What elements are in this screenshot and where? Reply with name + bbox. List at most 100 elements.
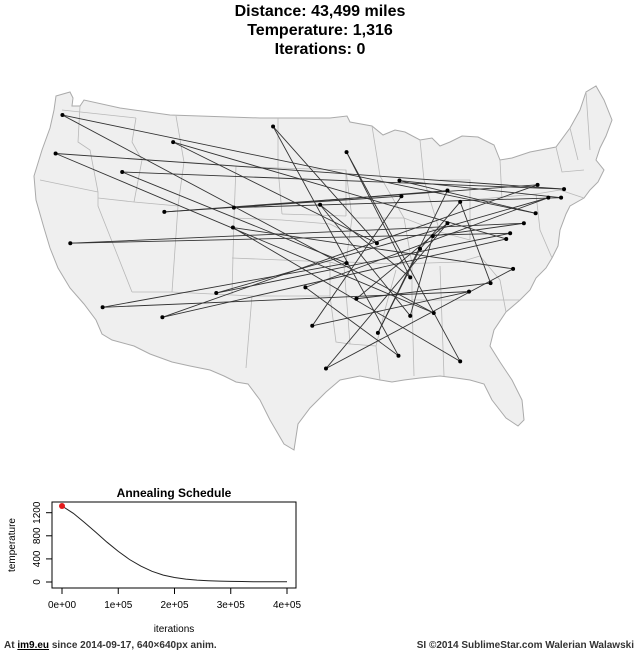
route-segment (356, 282, 491, 300)
route-segment (102, 291, 470, 308)
route-segment (172, 141, 378, 244)
city-point (445, 188, 450, 193)
route-segment (162, 184, 538, 318)
city-point (418, 246, 423, 251)
city-point (100, 305, 105, 310)
route-segment (346, 151, 461, 362)
city-point (408, 313, 413, 318)
route-segment (233, 197, 562, 209)
state-border-line (411, 255, 520, 377)
route-segment (70, 222, 524, 244)
route-segment (325, 222, 448, 369)
city-point (533, 211, 538, 216)
route-segment (232, 227, 514, 270)
city-point (521, 221, 526, 226)
city-point (344, 150, 349, 155)
plot-frame (51, 501, 297, 589)
city-point (344, 261, 349, 266)
route-segment (272, 126, 399, 356)
city-point (354, 296, 359, 301)
footer-left: At im9.eu since 2014-09-17, 640×640px an… (4, 640, 217, 651)
x-tick-label: 1e+05 (104, 600, 133, 611)
route-segment (122, 171, 565, 190)
footer-suffix: since 2014-09-17, 640×640px anim. (51, 640, 217, 651)
footer-prefix: At (4, 640, 15, 651)
city-point (467, 289, 472, 294)
city-point (508, 231, 513, 236)
route-segment (409, 235, 434, 316)
route-segment (232, 227, 461, 362)
city-point (60, 113, 65, 118)
route-segment (311, 195, 402, 327)
route-segment (399, 180, 536, 214)
state-border-line (231, 257, 351, 345)
x-tick-label: 3e+05 (217, 600, 246, 611)
city-point (408, 275, 413, 280)
city-point (559, 195, 564, 200)
city-point (375, 330, 380, 335)
y-tick-label: 1200 (32, 501, 43, 524)
city-point (458, 199, 463, 204)
city-point (535, 182, 540, 187)
city-point (271, 124, 276, 129)
route-segment (399, 180, 562, 199)
city-point (431, 310, 436, 315)
schedule-axes: 0e+00 1e+05 2e+05 3e+05 4e+05 0 400 800 1200 (32, 501, 301, 611)
route-segment (162, 238, 507, 318)
city-point (430, 234, 435, 239)
y-tick-label: 0 (32, 579, 43, 585)
route-segment (122, 171, 347, 264)
y-axis-label: temperature (7, 518, 18, 572)
route-segment (346, 151, 411, 278)
temperature-title: Temperature: 1,316 (247, 22, 393, 39)
city-point (231, 205, 236, 210)
site-link[interactable]: im9.eu (17, 640, 50, 651)
city-point (310, 323, 315, 328)
city-point (171, 140, 176, 145)
city-point (546, 195, 551, 200)
city-point (399, 194, 404, 199)
x-tick-label: 0e+00 (48, 600, 77, 611)
city-point (120, 170, 125, 175)
route-segment (70, 232, 511, 244)
route-segment (233, 190, 448, 209)
route-segment (272, 126, 378, 244)
city-point (562, 187, 567, 192)
route-segment (55, 153, 565, 190)
distance-title: Distance: 43,499 miles (234, 3, 406, 20)
route-segment (216, 232, 511, 294)
route-segment (62, 114, 434, 314)
route-segment (305, 197, 549, 288)
city-point (445, 221, 450, 226)
footer: At im9.eu since 2014-09-17, 640×640px an… (0, 638, 640, 652)
route-segment (62, 114, 536, 214)
cities (53, 113, 567, 371)
city-point (396, 353, 401, 358)
city-point (374, 241, 379, 246)
city-point (458, 359, 463, 364)
y-tick-label: 800 (32, 527, 43, 544)
city-point (323, 366, 328, 371)
route-segment (305, 286, 399, 357)
schedule-title: Annealing Schedule (117, 486, 232, 500)
x-tick-label: 2e+05 (160, 600, 189, 611)
city-point (504, 236, 509, 241)
current-temperature-point (59, 503, 65, 509)
route-segment (325, 268, 514, 369)
x-axis-label: iterations (154, 624, 195, 635)
route-segment (173, 141, 507, 240)
route-segment (216, 197, 549, 294)
state-border-line (535, 91, 591, 199)
route-segment (419, 201, 461, 250)
y-tick-label: 400 (32, 550, 43, 567)
city-point (397, 178, 402, 183)
x-tick-label: 4e+05 (273, 600, 302, 611)
city-point (318, 202, 323, 207)
title-block: Distance: 43,499 miles Temperature: 1,31… (0, 2, 640, 59)
state-border-line (97, 117, 179, 293)
city-point (53, 151, 58, 156)
city-point (488, 281, 493, 286)
city-point (230, 225, 235, 230)
